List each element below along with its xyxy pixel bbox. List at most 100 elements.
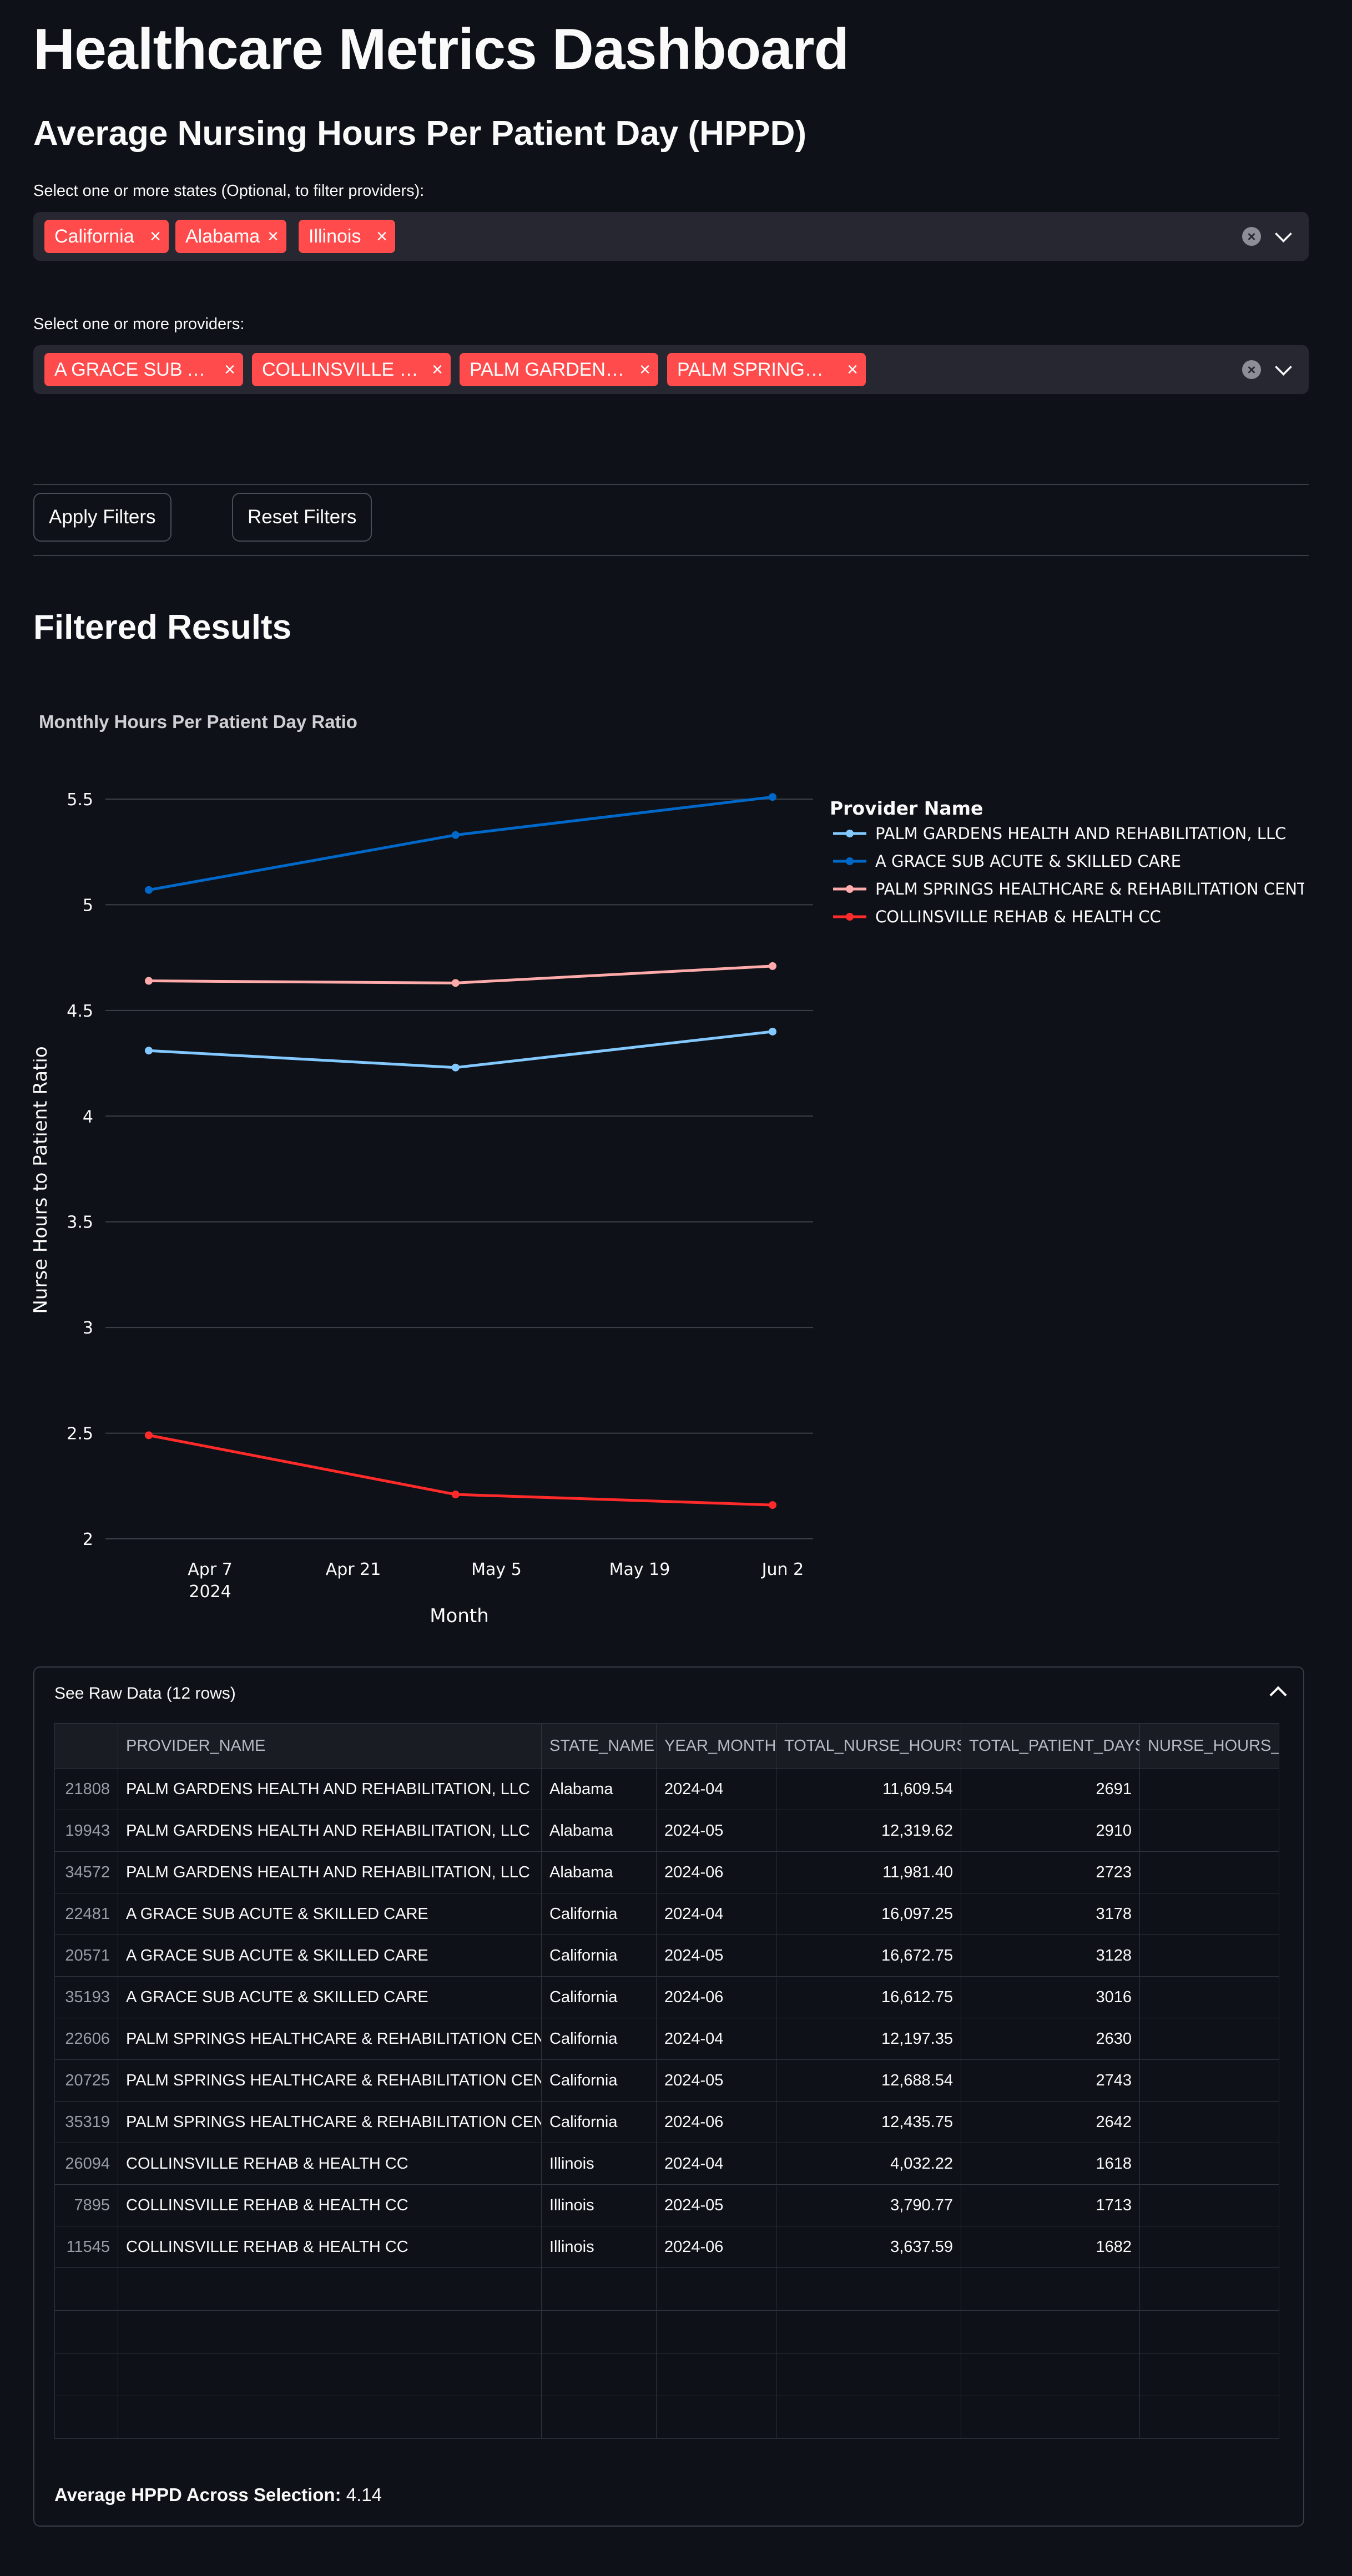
table-cell: PALM SPRINGS HEALTHCARE & REHABILITATION… — [118, 2101, 542, 2143]
table-cell — [118, 2353, 542, 2396]
chip-provider-collinsville: COLLINSVILLE R… × — [252, 353, 451, 386]
y-tick-label: 3 — [83, 1319, 93, 1338]
table-row[interactable]: 26094 COLLINSVILLE REHAB & HEALTH CC Illin… — [54, 2143, 1279, 2185]
table-cell: 4,032.22 — [776, 2143, 961, 2185]
table-cell: 2024-05 — [656, 1810, 776, 1852]
table-row[interactable]: 19943 PALM GARDENS HEALTH AND REHABILITAT… — [54, 1810, 1279, 1852]
chart-title: Monthly Hours Per Patient Day Ratio — [39, 711, 357, 732]
table-cell: PALM GARDENS HEALTH AND REHABILITATION, … — [118, 1851, 542, 1893]
line-chart: Monthly Hours Per Patient Day Ratio 2 2.5… — [33, 688, 1304, 1632]
data-point — [451, 1063, 460, 1072]
table-row[interactable]: 20571 A GRACE SUB ACUTE & SKILLED CARE Cal… — [54, 1934, 1279, 1977]
table-row[interactable]: 22606 PALM SPRINGS HEALTHCARE & REHABILIT… — [54, 2018, 1279, 2060]
empty-row[interactable] — [54, 2353, 1279, 2396]
chip-remove-icon[interactable]: × — [639, 359, 650, 380]
expander-title[interactable]: See Raw Data (12 rows) — [54, 1684, 236, 1703]
empty-row[interactable] — [54, 2396, 1279, 2439]
column-header[interactable]: TOTAL_NURSE_HOURS — [776, 1723, 961, 1769]
table-cell: 2691 — [961, 1768, 1140, 1810]
empty-row[interactable] — [54, 2310, 1279, 2353]
row-index: 11545 — [54, 2226, 118, 2268]
table-cell: 16,097.25 — [776, 1893, 961, 1935]
chip-remove-icon[interactable]: × — [224, 359, 235, 380]
table-row[interactable]: 21808 PALM GARDENS HEALTH AND REHABILITAT… — [54, 1768, 1279, 1810]
row-index: 26094 — [54, 2143, 118, 2185]
chip-label: COLLINSVILLE R… — [262, 359, 420, 380]
table-cell: California — [541, 1976, 657, 2018]
data-point — [145, 886, 153, 894]
table-row[interactable]: 22481 A GRACE SUB ACUTE & SKILLED CARE Cal… — [54, 1893, 1279, 1935]
table-row[interactable]: 35193 A GRACE SUB ACUTE & SKILLED CARE Cal… — [54, 1976, 1279, 2018]
table-cell — [1139, 2184, 1279, 2226]
clear-all-icon[interactable]: × — [1242, 227, 1261, 246]
table-row[interactable]: 35319 PALM SPRINGS HEALTHCARE & REHABILIT… — [54, 2101, 1279, 2143]
x-tick-label: Apr 21 — [326, 1560, 381, 1579]
chevron-up-icon[interactable] — [1269, 1686, 1287, 1704]
table-cell: 2024-04 — [656, 2143, 776, 2185]
table-cell — [118, 2310, 542, 2353]
table-cell: 3,790.77 — [776, 2184, 961, 2226]
table-cell — [776, 2267, 961, 2311]
table-row[interactable]: 34572 PALM GARDENS HEALTH AND REHABILITAT… — [54, 1851, 1279, 1893]
chip-remove-icon[interactable]: × — [268, 226, 279, 247]
chip-remove-icon[interactable]: × — [432, 359, 443, 380]
table-cell: PALM SPRINGS HEALTHCARE & REHABILITATION… — [118, 2059, 542, 2102]
summary-label: Average HPPD Across Selection: — [54, 2484, 341, 2505]
chevron-down-icon[interactable] — [1275, 358, 1292, 376]
summary-value: 4.14 — [346, 2484, 382, 2505]
table-cell: 2024-06 — [656, 1976, 776, 2018]
legend-swatch-dot — [846, 830, 854, 837]
column-header[interactable]: STATE_NAME — [541, 1723, 657, 1769]
legend-entry: A GRACE SUB ACUTE & SKILLED CARE — [875, 852, 1181, 871]
y-tick-label: 4 — [83, 1107, 93, 1127]
y-tick-label: 3.5 — [67, 1213, 93, 1233]
table-cell: 2024-06 — [656, 2226, 776, 2268]
table-cell: 11,981.40 — [776, 1851, 961, 1893]
table-cell: 2642 — [961, 2101, 1140, 2143]
chip-label: A GRACE SUB AC… — [54, 359, 212, 380]
clear-all-icon[interactable]: × — [1242, 360, 1261, 379]
legend-entry: PALM GARDENS HEALTH AND REHABILITATION, … — [875, 824, 1286, 843]
row-index: 19943 — [54, 1810, 118, 1852]
data-point — [145, 1047, 153, 1055]
table-cell — [1139, 2101, 1279, 2143]
column-header[interactable]: YEAR_MONTH — [656, 1723, 776, 1769]
table-cell: 3128 — [961, 1934, 1140, 1977]
table-cell: PALM GARDENS HEALTH AND REHABILITATION, … — [118, 1768, 542, 1810]
column-header[interactable]: TOTAL_PATIENT_DAYS — [961, 1723, 1140, 1769]
table-cell: California — [541, 1893, 657, 1935]
y-axis-title: Nurse Hours to Patient Ratio — [33, 1046, 52, 1314]
empty-row[interactable] — [54, 2267, 1279, 2311]
provider-multiselect[interactable]: A GRACE SUB AC… × COLLINSVILLE R… × PALM… — [33, 345, 1309, 394]
table-cell — [1139, 1851, 1279, 1893]
x-tick-label: May 19 — [609, 1560, 670, 1579]
chip-state-illinois: Illinois × — [299, 220, 395, 253]
table-cell — [118, 2396, 542, 2439]
table-cell — [541, 2396, 657, 2439]
apply-filters-button[interactable]: Apply Filters — [33, 493, 171, 542]
table-row[interactable]: 7895 COLLINSVILLE REHAB & HEALTH CC Illino… — [54, 2184, 1279, 2226]
chip-remove-icon[interactable]: × — [376, 226, 387, 247]
data-point — [145, 977, 153, 985]
chip-remove-icon[interactable]: × — [847, 359, 858, 380]
table-cell — [54, 2353, 118, 2396]
chip-remove-icon[interactable]: × — [150, 226, 161, 247]
raw-data-expander[interactable]: See Raw Data (12 rows) PROVIDER_NAME STAT… — [33, 1666, 1304, 2527]
table-row[interactable]: 11545 COLLINSVILLE REHAB & HEALTH CC Illin… — [54, 2226, 1279, 2268]
chevron-down-icon[interactable] — [1275, 225, 1292, 243]
table-row[interactable]: 20725 PALM SPRINGS HEALTHCARE & REHABILIT… — [54, 2059, 1279, 2102]
column-header[interactable]: PROVIDER_NAME — [118, 1723, 542, 1769]
table-cell — [961, 2396, 1140, 2439]
table-cell — [961, 2310, 1140, 2353]
chip-provider-a-grace: A GRACE SUB AC… × — [44, 353, 243, 386]
divider — [33, 484, 1309, 485]
table-cell: 2024-06 — [656, 2101, 776, 2143]
legend-title: Provider Name — [830, 797, 983, 819]
reset-filters-button[interactable]: Reset Filters — [232, 493, 372, 542]
column-header[interactable]: NURSE_HOURS_TO — [1139, 1723, 1279, 1769]
state-multiselect[interactable]: California × Alabama × Illinois × × — [33, 212, 1309, 261]
column-header[interactable] — [54, 1723, 118, 1769]
data-point — [451, 831, 460, 839]
data-point — [451, 979, 460, 987]
legend-swatch-dot — [846, 913, 854, 921]
